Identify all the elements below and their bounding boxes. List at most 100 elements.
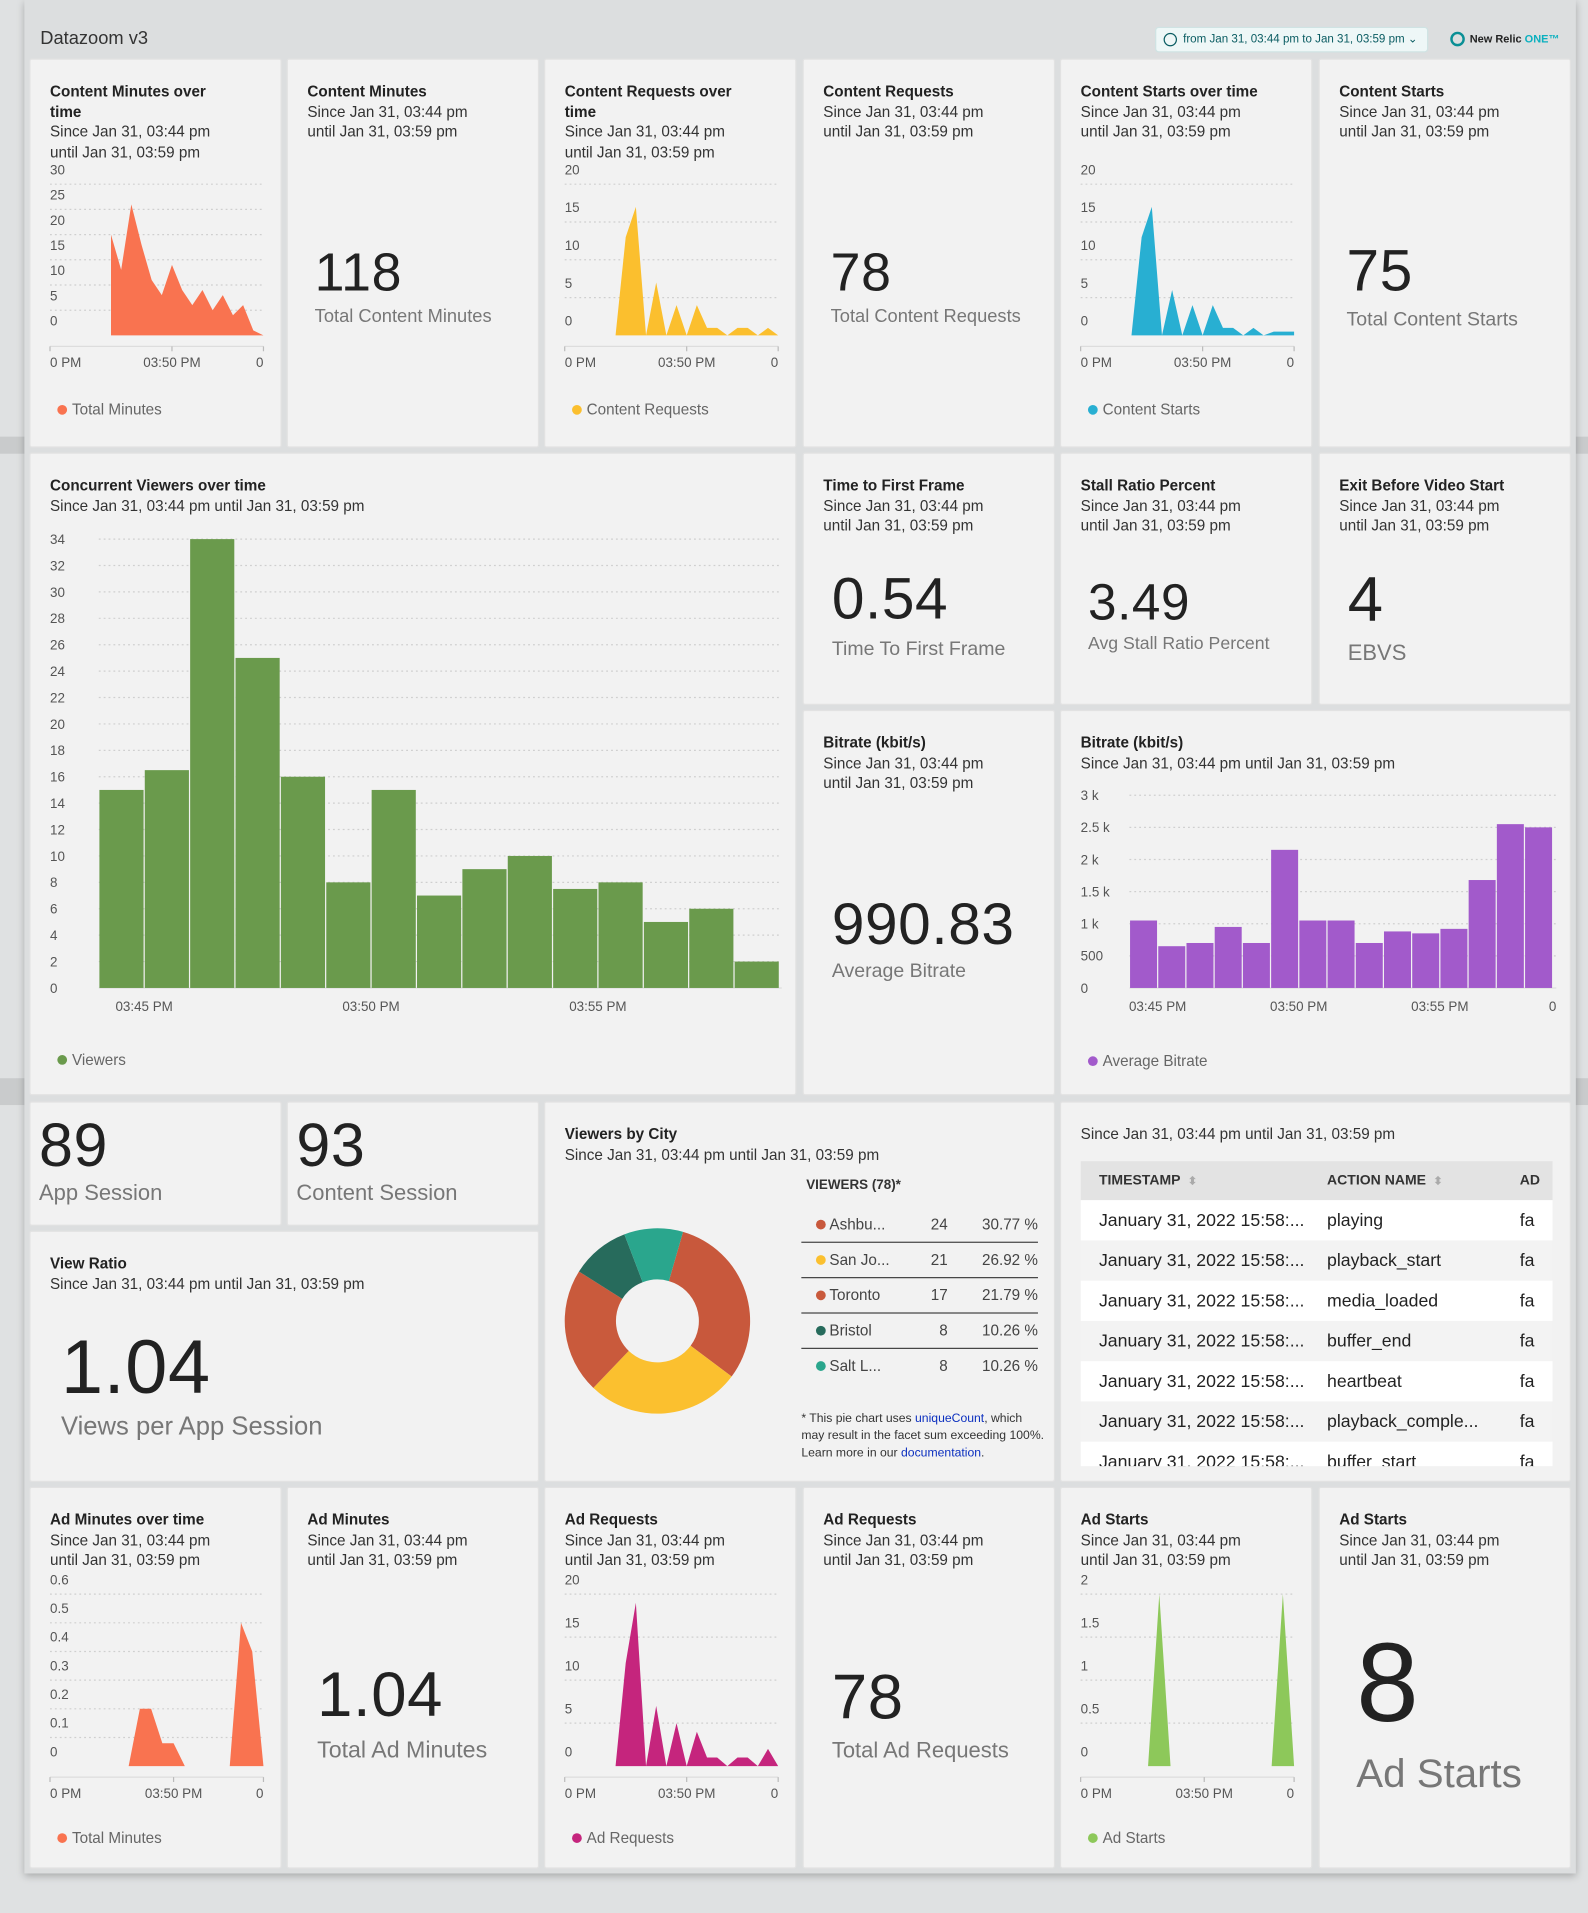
new-relic-logo[interactable]: New Relic ONE™ (1450, 31, 1559, 47)
sort-icon[interactable]: ⬍ (1187, 1174, 1198, 1187)
content-requests-chart-widget[interactable]: Content Requests over time Since Jan 31, … (543, 58, 797, 448)
bar[interactable] (1355, 942, 1383, 988)
stall-widget[interactable]: Stall Ratio Percent Since Jan 31, 03:44 p… (1059, 452, 1313, 705)
bar[interactable] (1299, 920, 1327, 988)
area-series[interactable] (229, 1622, 264, 1767)
billboard-label: Total Content Requests (830, 306, 1021, 327)
chart-legend[interactable]: Viewers (57, 1051, 126, 1068)
widget-title: Bitrate (kbit/s) (823, 734, 926, 752)
bar[interactable] (1130, 920, 1158, 988)
y-tick-label: 2 k (1081, 852, 1099, 867)
bar[interactable] (1242, 942, 1270, 988)
area-series[interactable] (1131, 206, 1295, 336)
ad-requests-widget[interactable]: Ad Requests Since Jan 31, 03:44 pm until J… (802, 1486, 1056, 1869)
widget-time-range: Since Jan 31, 03:44 pm (823, 754, 984, 772)
chart-legend[interactable]: Content Requests (572, 401, 709, 418)
area-series[interactable] (128, 1708, 185, 1767)
content-starts-chart-widget[interactable]: Content Starts over time Since Jan 31, 03… (1059, 58, 1313, 448)
content-starts-widget[interactable]: Content Starts Since Jan 31, 03:44 pm unti… (1318, 58, 1571, 448)
content-requests-widget[interactable]: Content Requests Since Jan 31, 03:44 pm un… (802, 58, 1056, 448)
pie-legend-row[interactable]: Salt L... 8 10.26 % (801, 1349, 1038, 1383)
bar[interactable] (235, 657, 280, 988)
bar[interactable] (280, 776, 326, 988)
chart-legend[interactable]: Average Bitrate (1087, 1053, 1207, 1070)
bar[interactable] (1383, 931, 1411, 988)
pie-slice[interactable] (578, 1234, 643, 1299)
ad-requests-chart-widget[interactable]: Ad Requests Since Jan 31, 03:44 pm until J… (543, 1486, 797, 1869)
pie-slice[interactable] (593, 1345, 732, 1414)
time-range-picker[interactable]: from Jan 31, 03:44 pm to Jan 31, 03:59 p… (1155, 26, 1429, 53)
bitrate-chart-widget[interactable]: Bitrate (kbit/s) Since Jan 31, 03:44 pm u… (1059, 709, 1571, 1096)
pie-legend-row[interactable]: Ashbu... 24 30.77 % (801, 1208, 1038, 1243)
bar[interactable] (99, 789, 144, 988)
documentation-link[interactable]: documentation (901, 1446, 982, 1460)
bar[interactable] (689, 908, 734, 988)
area-series[interactable] (615, 1602, 779, 1767)
bar[interactable] (1440, 928, 1468, 988)
chart-legend[interactable]: Content Starts (1087, 401, 1200, 418)
bar[interactable] (553, 888, 598, 988)
column-header[interactable]: ACTION NAME ⬍ (1327, 1173, 1520, 1188)
ebvs-widget[interactable]: Exit Before Video Start Since Jan 31, 03:… (1318, 452, 1571, 705)
table-row[interactable]: January 31, 2022 15:58:... heartbeat fa (1080, 1361, 1553, 1402)
pie-legend-row[interactable]: San Jo... 21 26.92 % (801, 1243, 1038, 1279)
area-series[interactable] (110, 204, 264, 336)
bar[interactable] (1271, 849, 1299, 988)
pie-footnote: * This pie chart uses uniqueCount, which… (801, 1411, 1045, 1462)
chart-legend[interactable]: Ad Requests (572, 1830, 674, 1847)
ad-starts-chart-widget[interactable]: Ad Starts Since Jan 31, 03:44 pm until Jan… (1059, 1486, 1313, 1869)
bar[interactable] (1327, 920, 1355, 988)
content-minutes-widget[interactable]: Content Minutes Since Jan 31, 03:44 pm unt… (286, 58, 540, 448)
pie-slice[interactable] (668, 1231, 751, 1377)
sort-icon[interactable]: ⬍ (1433, 1174, 1443, 1187)
chart-legend[interactable]: Total Minutes (57, 1830, 162, 1847)
events-widget[interactable]: Since Jan 31, 03:44 pm until Jan 31, 03:… (1059, 1101, 1571, 1482)
column-header[interactable]: TIMESTAMP ⬍ (1081, 1173, 1327, 1188)
app-session-widget[interactable]: 89 App Session (29, 1101, 282, 1226)
table-row[interactable]: January 31, 2022 15:58:... playing fa (1080, 1200, 1553, 1241)
bar[interactable] (371, 789, 416, 988)
events-table[interactable]: TIMESTAMP ⬍ ACTION NAME ⬍ AD January 31, 2022… (1080, 1161, 1553, 1467)
pie-slice[interactable] (564, 1271, 629, 1388)
pie-legend-row[interactable]: Bristol 8 10.26 % (801, 1314, 1038, 1349)
view-ratio-widget[interactable]: View Ratio Since Jan 31, 03:44 pm until J… (29, 1230, 540, 1482)
table-row[interactable]: January 31, 2022 15:58:... playback_start… (1080, 1240, 1553, 1281)
content-minutes-chart-widget[interactable]: Content Minutes over time Since Jan 31, 0… (29, 58, 282, 448)
bitrate-widget[interactable]: Bitrate (kbit/s) Since Jan 31, 03:44 pm un… (802, 709, 1056, 1096)
bar[interactable] (144, 770, 189, 988)
bar[interactable] (643, 921, 689, 988)
chart-legend[interactable]: Ad Starts (1087, 1830, 1165, 1847)
bar[interactable] (1158, 946, 1186, 988)
bar[interactable] (1412, 933, 1440, 988)
pie-legend-row[interactable]: Toronto 17 21.79 % (801, 1278, 1038, 1314)
viewers-chart-widget[interactable]: Concurrent Viewers over time Since Jan 31… (29, 452, 797, 1096)
table-row[interactable]: January 31, 2022 15:58:... media_loaded fa (1080, 1280, 1553, 1321)
ttff-widget[interactable]: Time to First Frame Since Jan 31, 03:44 p… (802, 452, 1056, 705)
bar[interactable] (1525, 827, 1553, 988)
uniquecount-link[interactable]: uniqueCount (915, 1412, 985, 1426)
bar[interactable] (1496, 824, 1524, 988)
table-row[interactable]: January 31, 2022 15:58:... buffer_end fa (1080, 1320, 1553, 1362)
area-series[interactable] (1136, 1594, 1171, 1767)
area-series[interactable] (615, 206, 779, 336)
chart-legend[interactable]: Total Minutes (57, 401, 162, 418)
bar[interactable] (190, 539, 235, 988)
bar[interactable] (734, 961, 779, 988)
bar[interactable] (417, 895, 462, 988)
table-row[interactable]: January 31, 2022 15:58:... playback_compl… (1080, 1401, 1553, 1442)
bar[interactable] (598, 882, 643, 988)
bar[interactable] (326, 882, 371, 988)
table-row[interactable]: January 31, 2022 15:58:... buffer_start fa (1080, 1441, 1553, 1467)
pie-slice[interactable] (624, 1228, 684, 1283)
ad-starts-widget[interactable]: Ad Starts Since Jan 31, 03:44 pm until Jan… (1318, 1486, 1571, 1869)
bar[interactable] (507, 855, 552, 988)
column-header[interactable]: AD (1520, 1173, 1553, 1188)
city-widget[interactable]: Viewers by City Since Jan 31, 03:44 pm un… (543, 1101, 1056, 1482)
ad-minutes-widget[interactable]: Ad Minutes Since Jan 31, 03:44 pm until Ja… (286, 1486, 540, 1869)
ad-minutes-chart-widget[interactable]: Ad Minutes over time Since Jan 31, 03:44 … (29, 1486, 282, 1869)
content-session-widget[interactable]: 93 Content Session (286, 1101, 540, 1226)
bar[interactable] (1468, 880, 1496, 988)
bar[interactable] (462, 869, 507, 988)
bar[interactable] (1214, 926, 1242, 988)
bar[interactable] (1186, 942, 1214, 988)
